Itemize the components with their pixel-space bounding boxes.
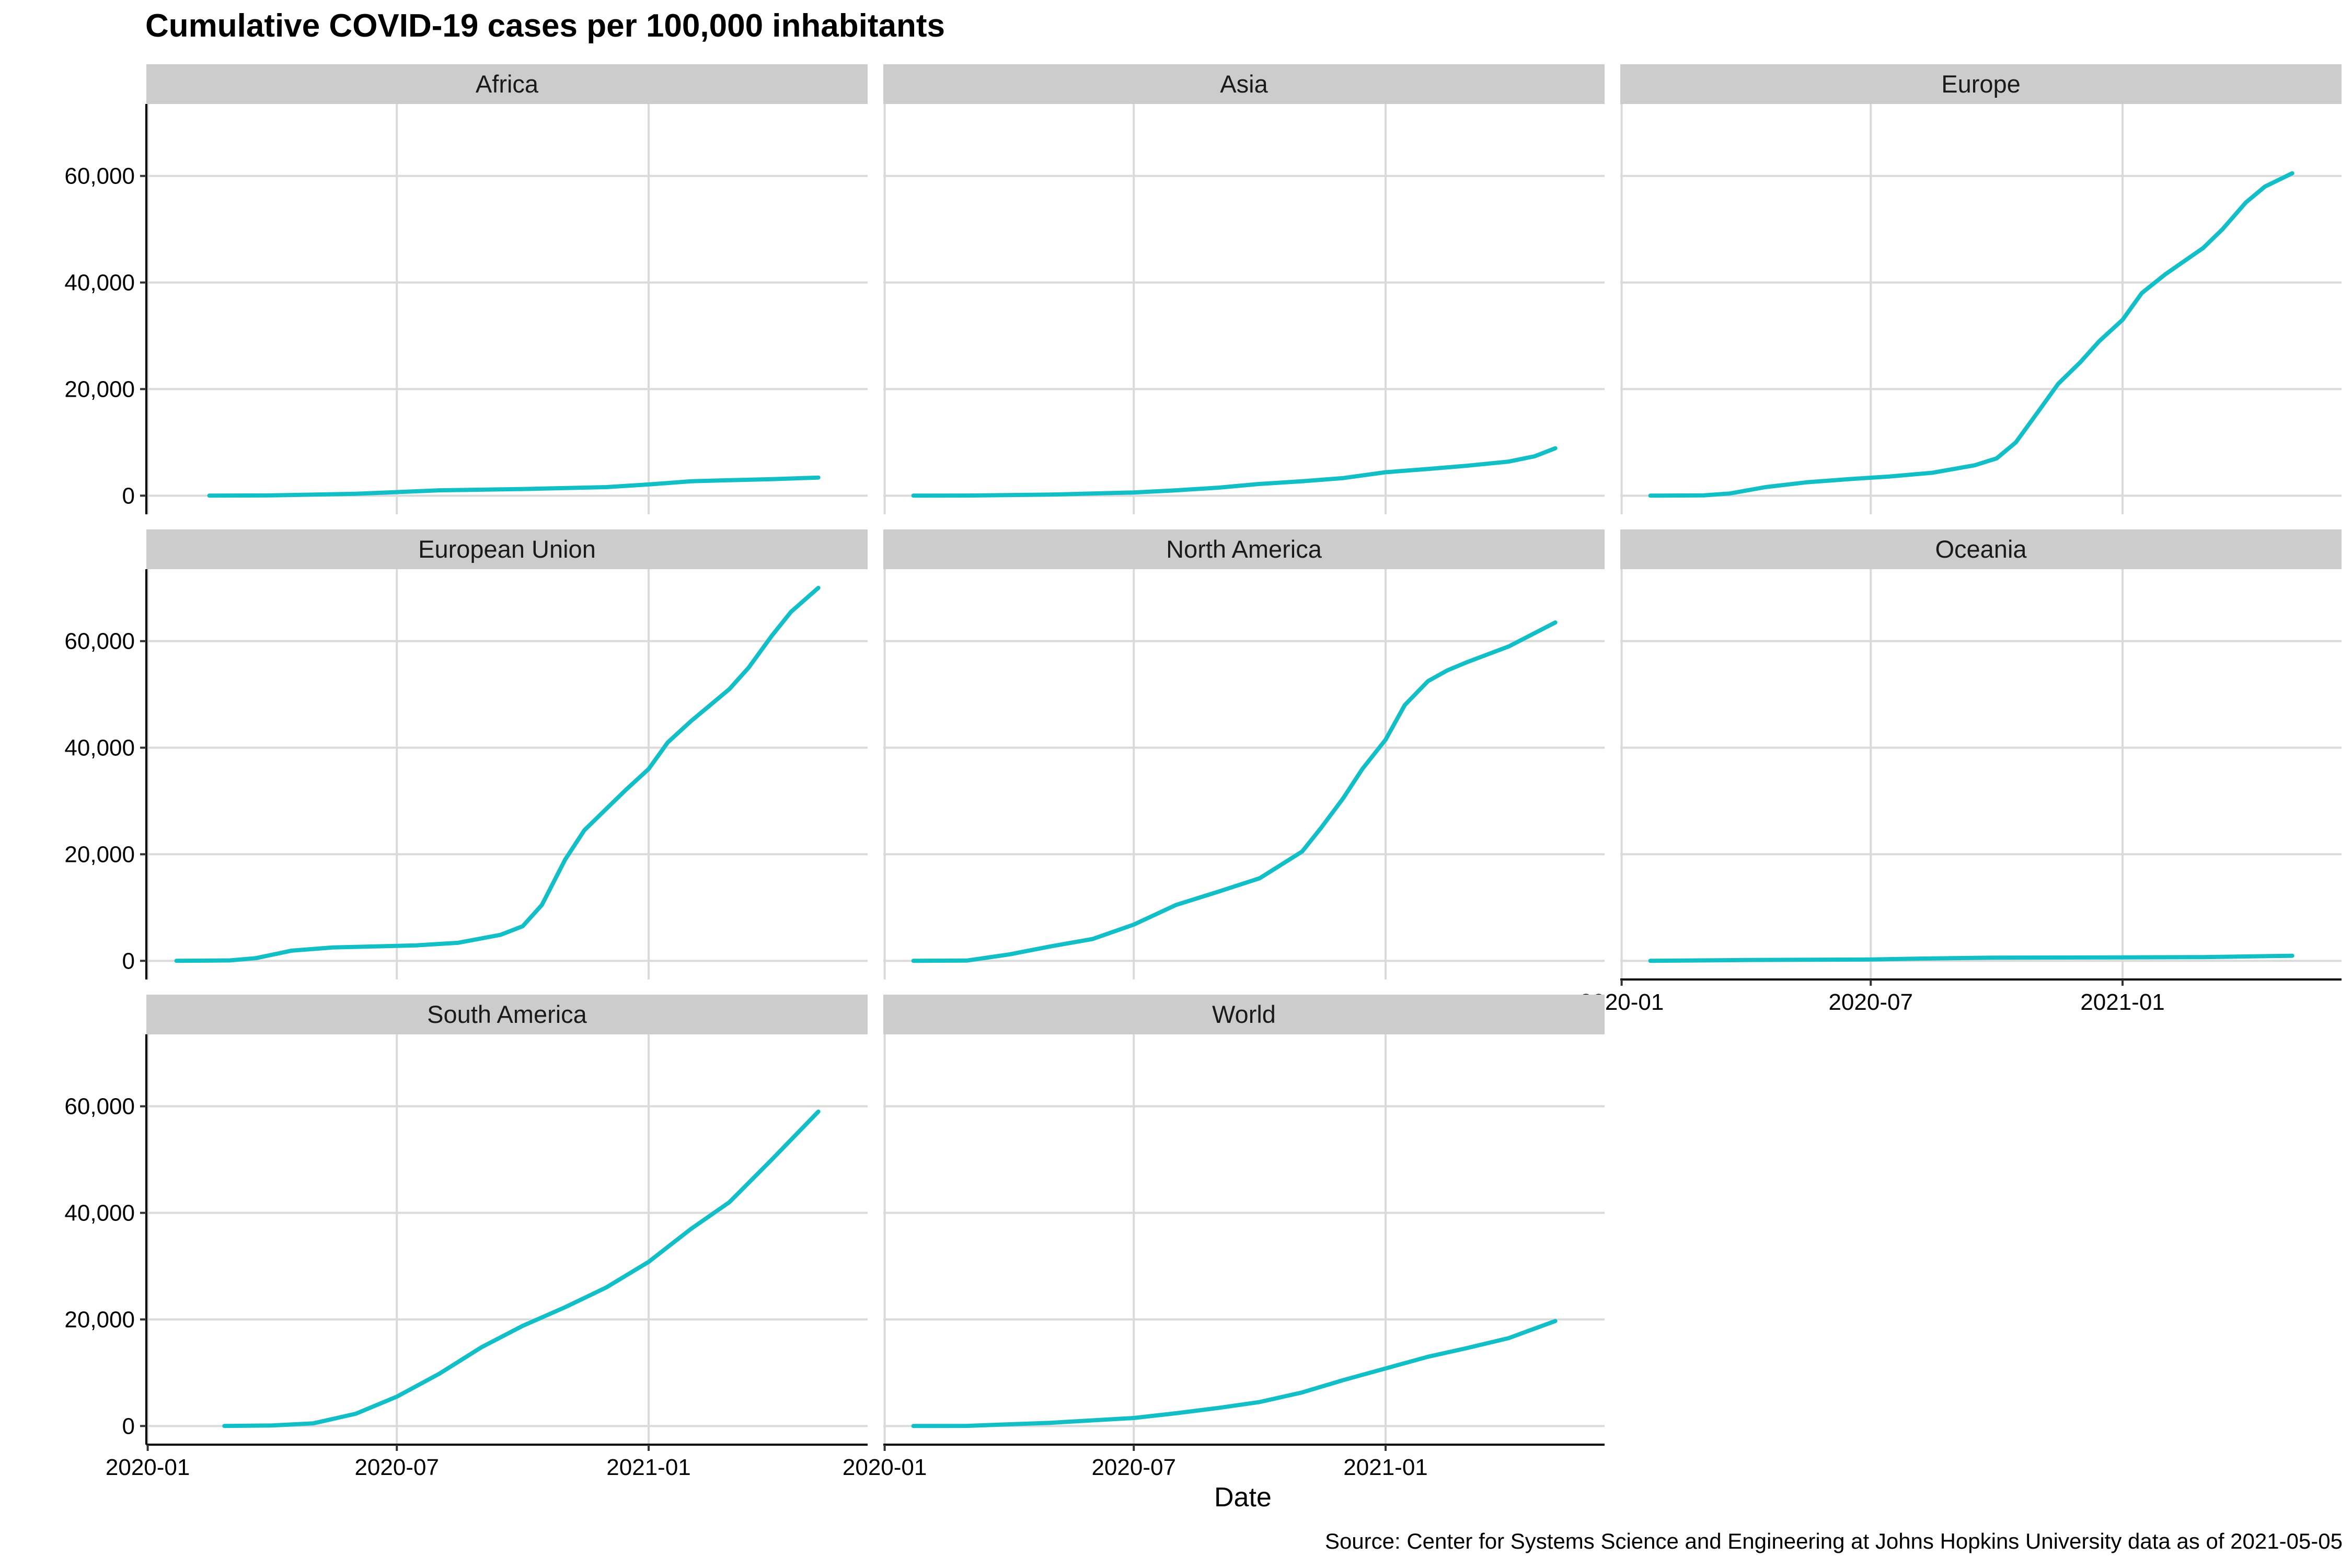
x-axis-label: Date [1214,1482,1272,1513]
facet-panel: World 2020-01 2020-07 2021-01 [843,995,1605,1480]
series-line [911,620,1558,963]
y-tick-label: 60,000 [64,1094,135,1120]
facet-strip [1620,64,2342,104]
series-line [911,446,1558,498]
facet-panel: South America 0 20,000 40,000 60,000 2020-01 2… [64,995,868,1480]
facet-panel: Europe [1620,64,2342,514]
y-tick-label: 60,000 [64,629,135,654]
facet-strip [146,995,868,1034]
facet-strip [883,529,1605,569]
facet-strip [146,529,868,569]
facet-label: Africa [476,70,539,98]
y-tick-label: 20,000 [64,1307,135,1332]
facet-strip [883,995,1605,1034]
x-tick-label: 2020-07 [1828,989,1912,1015]
series-line [207,475,821,498]
y-tick-label: 60,000 [64,164,135,189]
facet-label: Asia [1220,70,1268,98]
facet-label: European Union [418,535,596,563]
y-tick-label: 0 [122,483,135,509]
series-line [1648,171,2295,498]
y-tick-label: 40,000 [64,735,135,761]
y-tick-label: 0 [122,1413,135,1439]
chart-title: Cumulative COVID-19 cases per 100,000 in… [145,8,945,44]
facet-label: North America [1166,535,1322,563]
y-tick-label: 20,000 [64,376,135,402]
x-tick-label: 2021-01 [606,1455,690,1480]
facet-strip [883,64,1605,104]
y-tick-label: 40,000 [64,1201,135,1226]
x-tick-label: 2021-01 [2080,989,2164,1015]
source-caption: Source: Center for Systems Science and E… [1324,1529,2343,1553]
series-line [222,1109,821,1428]
series-line [1648,953,2295,963]
x-tick-label: 2021-01 [1343,1455,1427,1480]
facet-label: World [1212,1000,1276,1028]
y-tick-label: 0 [122,948,135,974]
y-tick-label: 40,000 [64,270,135,296]
facet-panel: European Union 0 20,000 40,000 60,000 [64,529,868,979]
facet-label: Oceania [1935,535,2027,563]
facet-strip [1620,529,2342,569]
x-tick-label: 2020-01 [843,1455,927,1480]
facet-label: Europe [1941,70,2021,98]
x-tick-label: 2020-01 [106,1455,190,1480]
facet-panel: Africa 0 20,000 40,000 60,000 [64,64,868,514]
series-line [911,1319,1558,1428]
facet-panel: Asia [883,64,1605,514]
facet-panel: North America [883,529,1605,979]
facet-strip [146,64,868,104]
x-tick-label: 2020-07 [354,1455,439,1480]
y-tick-label: 20,000 [64,841,135,867]
facet-label: South America [427,1000,587,1028]
series-line [174,585,821,963]
x-tick-label: 2020-07 [1091,1455,1175,1480]
